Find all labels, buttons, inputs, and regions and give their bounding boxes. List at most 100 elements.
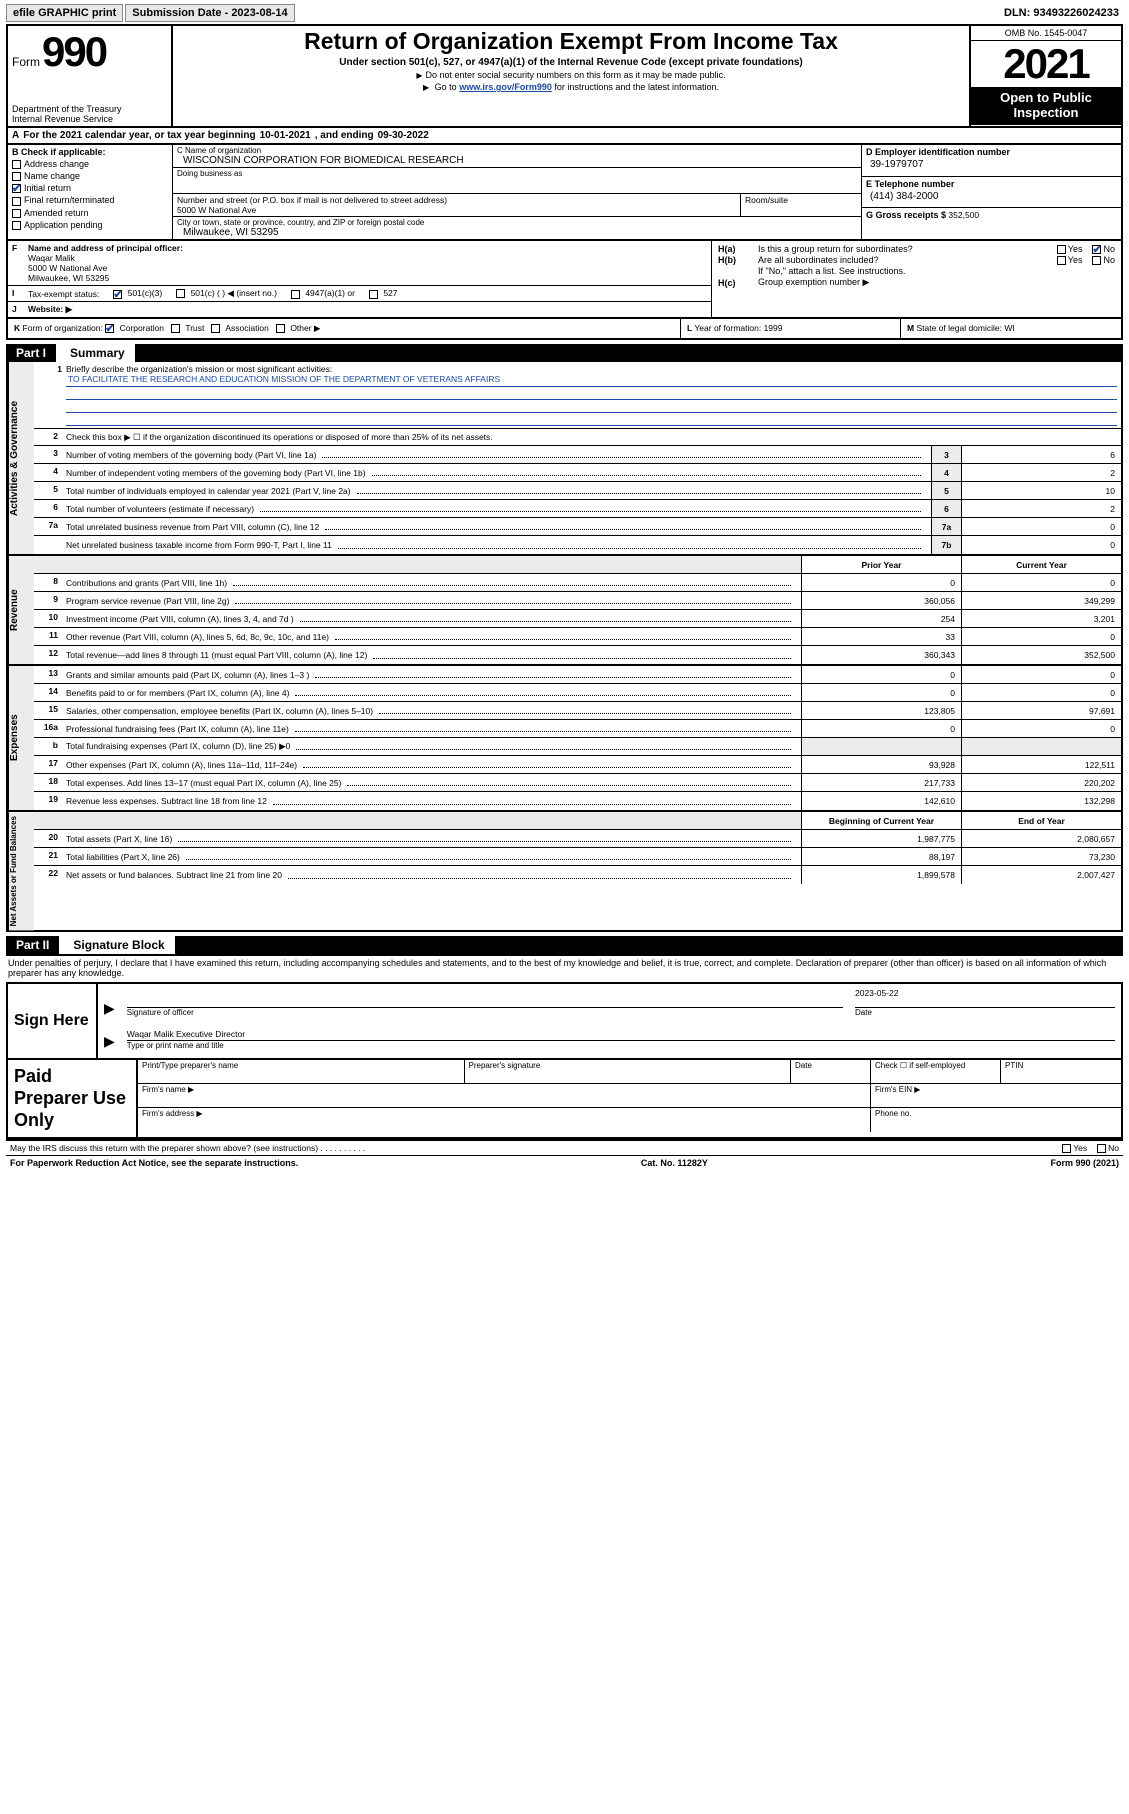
cb-discuss-yes[interactable] bbox=[1062, 1144, 1071, 1153]
line-num: b bbox=[34, 738, 62, 755]
m-val: WI bbox=[1004, 323, 1014, 333]
curr-val: 349,299 bbox=[961, 592, 1121, 609]
opt-4947: 4947(a)(1) or bbox=[305, 288, 355, 298]
cb-other[interactable] bbox=[276, 324, 285, 333]
opt-527: 527 bbox=[383, 288, 397, 298]
tax-year: 2021 bbox=[971, 41, 1121, 87]
cb-hb-yes[interactable] bbox=[1057, 256, 1066, 265]
prior-val: 0 bbox=[801, 720, 961, 737]
prior-val: 88,197 bbox=[801, 848, 961, 865]
cb-initial-return[interactable] bbox=[12, 184, 21, 193]
efile-print-button[interactable]: efile GRAPHIC print bbox=[6, 4, 123, 22]
signature-field[interactable] bbox=[127, 988, 843, 1008]
prior-val: 254 bbox=[801, 610, 961, 627]
part1-num: Part I bbox=[6, 344, 60, 362]
lbl-yes2: Yes bbox=[1068, 255, 1083, 265]
cb-501c[interactable] bbox=[176, 289, 185, 298]
curr-val: 2,080,657 bbox=[961, 830, 1121, 847]
line-box: 3 bbox=[931, 446, 961, 463]
right-h: H(a)Is this a group return for subordina… bbox=[711, 241, 1121, 317]
dba-cap: Doing business as bbox=[177, 169, 857, 178]
hdr-prior: Prior Year bbox=[801, 556, 961, 573]
line-desc: Revenue less expenses. Subtract line 18 … bbox=[62, 792, 801, 810]
cb-trust[interactable] bbox=[171, 324, 180, 333]
line-desc: Net unrelated business taxable income fr… bbox=[62, 536, 931, 554]
officer-name: Waqar Malik bbox=[28, 253, 707, 263]
line-desc: Total expenses. Add lines 13–17 (must eq… bbox=[62, 774, 801, 791]
line-desc: Total unrelated business revenue from Pa… bbox=[62, 518, 931, 535]
line-box: 5 bbox=[931, 482, 961, 499]
cb-name-change[interactable] bbox=[12, 172, 21, 181]
mission-blank3 bbox=[66, 413, 1117, 426]
line-num: 3 bbox=[34, 446, 62, 463]
gross-cap: G Gross receipts $ bbox=[866, 210, 946, 220]
line-desc: Number of voting members of the governin… bbox=[62, 446, 931, 463]
line-desc: Other expenses (Part IX, column (A), lin… bbox=[62, 756, 801, 773]
line-val: 10 bbox=[961, 482, 1121, 499]
paid-preparer-block: Paid Preparer Use Only Print/Type prepar… bbox=[6, 1060, 1123, 1139]
addr-cap: Number and street (or P.O. box if mail i… bbox=[177, 195, 736, 205]
opt-trust: Trust bbox=[185, 323, 204, 333]
prior-val: 123,805 bbox=[801, 702, 961, 719]
lbl-no: No bbox=[1103, 244, 1115, 254]
side-governance: Activities & Governance bbox=[8, 362, 34, 554]
lbl-no2: No bbox=[1103, 255, 1115, 265]
cb-ha-yes[interactable] bbox=[1057, 245, 1066, 254]
cb-527[interactable] bbox=[369, 290, 378, 299]
cb-assoc[interactable] bbox=[211, 324, 220, 333]
line-val: 6 bbox=[961, 446, 1121, 463]
cb-hb-no[interactable] bbox=[1092, 256, 1101, 265]
note-ssn: Do not enter social security numbers on … bbox=[426, 70, 726, 80]
lbl-address-change: Address change bbox=[24, 159, 89, 169]
row-klm: K Form of organization: Corporation Trus… bbox=[6, 319, 1123, 340]
lbl-yes3: Yes bbox=[1073, 1143, 1087, 1153]
curr-val: 132,298 bbox=[961, 792, 1121, 810]
prior-val: 33 bbox=[801, 628, 961, 645]
cb-app-pending[interactable] bbox=[12, 221, 21, 230]
opt-corp: Corporation bbox=[120, 323, 164, 333]
l-val: 1999 bbox=[764, 323, 783, 333]
part1-title: Summary bbox=[60, 344, 135, 362]
cb-address-change[interactable] bbox=[12, 160, 21, 169]
rev-hdr-blank bbox=[62, 556, 801, 573]
officer-typed-name: Waqar Malik Executive Director bbox=[127, 1021, 1115, 1041]
discuss-text: May the IRS discuss this return with the… bbox=[10, 1143, 318, 1153]
line-desc: Professional fundraising fees (Part IX, … bbox=[62, 720, 801, 737]
cb-corp[interactable] bbox=[105, 324, 114, 333]
suite-cap: Room/suite bbox=[745, 195, 857, 205]
curr-val: 73,230 bbox=[961, 848, 1121, 865]
cb-discuss-no[interactable] bbox=[1097, 1144, 1106, 1153]
ptin-hdr: PTIN bbox=[1001, 1060, 1121, 1083]
cb-amended[interactable] bbox=[12, 209, 21, 218]
part2-bar: Part II Signature Block bbox=[6, 936, 1123, 954]
curr-val: 97,691 bbox=[961, 702, 1121, 719]
line-num: 13 bbox=[34, 666, 62, 683]
dln: DLN: 93493226024233 bbox=[1004, 7, 1123, 19]
line-desc: Total number of individuals employed in … bbox=[62, 482, 931, 499]
form-subtitle: Under section 501(c), 527, or 4947(a)(1)… bbox=[179, 57, 963, 68]
part1-bar: Part I Summary bbox=[6, 344, 1123, 362]
line-desc: Total fundraising expenses (Part IX, col… bbox=[62, 738, 801, 755]
prior-val: 142,610 bbox=[801, 792, 961, 810]
line-num: 11 bbox=[34, 628, 62, 645]
prior-val: 217,733 bbox=[801, 774, 961, 791]
cb-501c3[interactable] bbox=[113, 290, 122, 299]
hdr-boy: Beginning of Current Year bbox=[801, 812, 961, 829]
line-box: 7a bbox=[931, 518, 961, 535]
declaration-text: Under penalties of perjury, I declare th… bbox=[6, 954, 1123, 980]
line-val: 0 bbox=[961, 536, 1121, 554]
line-desc: Contributions and grants (Part VIII, lin… bbox=[62, 574, 801, 591]
line-val: 2 bbox=[961, 500, 1121, 517]
opt-other: Other ▶ bbox=[290, 323, 320, 333]
taxyear-mid: , and ending bbox=[315, 130, 374, 141]
cb-ha-no[interactable] bbox=[1092, 245, 1101, 254]
line-desc: Total number of volunteers (estimate if … bbox=[62, 500, 931, 517]
paid-label: Paid Preparer Use Only bbox=[8, 1060, 138, 1137]
cb-4947[interactable] bbox=[291, 290, 300, 299]
website-cap: Website: ▶ bbox=[28, 304, 72, 314]
line-num: 19 bbox=[34, 792, 62, 810]
cb-final-return[interactable] bbox=[12, 197, 21, 206]
ein-cap: D Employer identification number bbox=[866, 147, 1117, 157]
irs-link[interactable]: www.irs.gov/Form990 bbox=[459, 82, 552, 92]
line-val: 2 bbox=[961, 464, 1121, 481]
